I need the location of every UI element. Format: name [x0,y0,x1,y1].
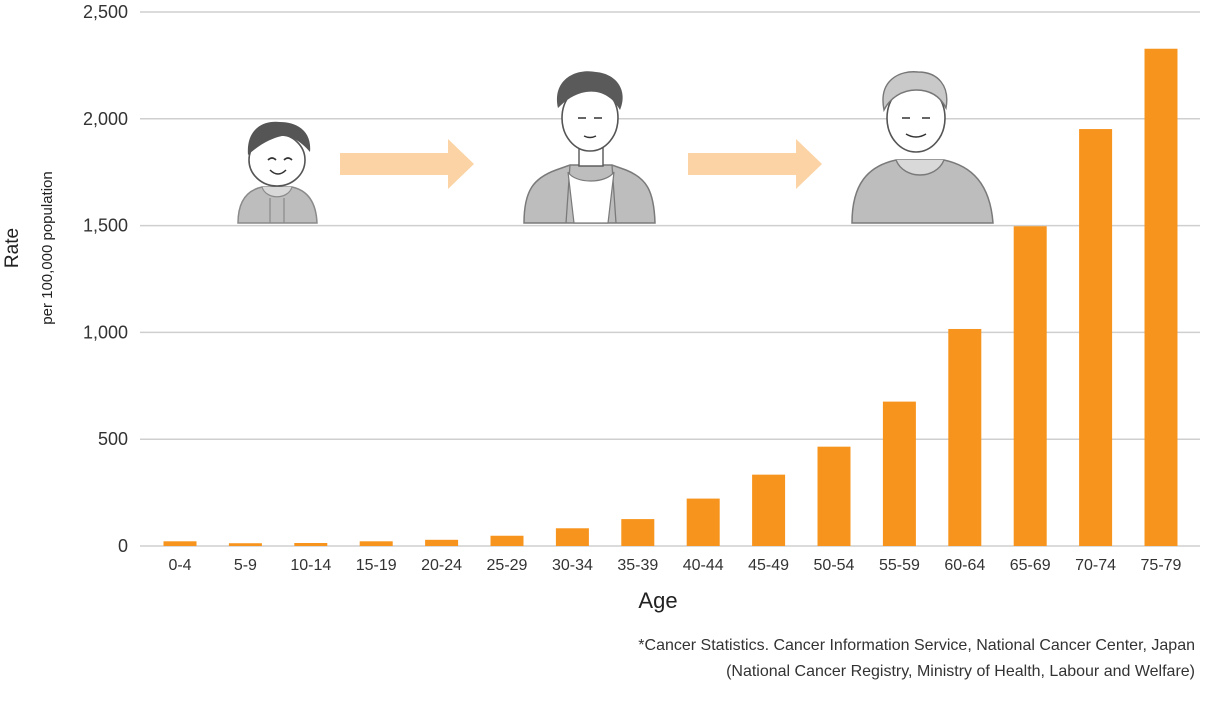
bar-20-24 [425,539,459,546]
bar-10-14 [294,543,328,546]
x-tick-label: 75-79 [1141,557,1182,574]
y-axis-label: Rate [2,228,23,268]
bar-65-69 [1013,226,1047,547]
bar-50-54 [817,446,851,546]
bar-70-74 [1079,129,1113,546]
x-tick-label: 35-39 [617,557,658,574]
bar-5-9 [228,543,262,546]
y-tick-label: 0 [118,536,128,556]
x-tick-label: 60-64 [944,557,985,574]
x-tick-label: 30-34 [552,557,593,574]
bar-0-4 [163,541,197,546]
source-line-2: (National Cancer Registry, Ministry of H… [726,663,1195,680]
bar-75-79 [1144,48,1178,547]
age-incidence-chart: 0 500 1,000 1,500 2,000 2,500 0-4 5-9 10-14 15-1… [2,2,1200,613]
y-tick-label: 2,500 [83,2,128,22]
x-axis-ticks: 0-4 5-9 10-14 15-19 20-24 25-29 30-34 35-39 40-4… [168,557,1181,574]
x-tick-label: 55-59 [879,557,920,574]
y-tick-label: 2,000 [83,109,128,129]
x-tick-label: 5-9 [234,557,257,574]
bar-25-29 [490,535,524,546]
bar-15-19 [359,541,393,546]
bar-45-49 [752,474,786,546]
elderly-figure [851,71,994,224]
y-tick-label: 500 [98,429,128,449]
bar-60-64 [948,328,982,546]
x-tick-label: 20-24 [421,557,462,574]
source-note: *Cancer Statistics. Cancer Information S… [638,633,1195,685]
x-tick-label: 40-44 [683,557,724,574]
child-figure [237,121,318,224]
arrow-right-icon [340,139,474,189]
bar-55-59 [882,401,916,546]
x-tick-label: 25-29 [487,557,528,574]
x-tick-label: 10-14 [290,557,331,574]
x-tick-label: 65-69 [1010,557,1051,574]
x-tick-label: 50-54 [814,557,855,574]
bars [163,48,1178,547]
y-tick-label: 1,000 [83,322,128,342]
y-axis-ticks: 0 500 1,000 1,500 2,000 2,500 [83,2,128,556]
bar-40-44 [686,498,720,546]
adult-figure [523,71,656,224]
x-axis-label: Age [638,588,677,613]
x-tick-label: 0-4 [168,557,191,574]
x-tick-label: 45-49 [748,557,789,574]
source-line-1: *Cancer Statistics. Cancer Information S… [638,637,1195,654]
y-tick-label: 1,500 [83,216,128,236]
x-tick-label: 15-19 [356,557,397,574]
bar-30-34 [555,528,589,546]
bar-35-39 [621,519,655,546]
x-tick-label: 70-74 [1075,557,1116,574]
y-axis-sublabel: per 100,000 population [39,171,56,324]
arrow-right-icon [688,139,822,189]
